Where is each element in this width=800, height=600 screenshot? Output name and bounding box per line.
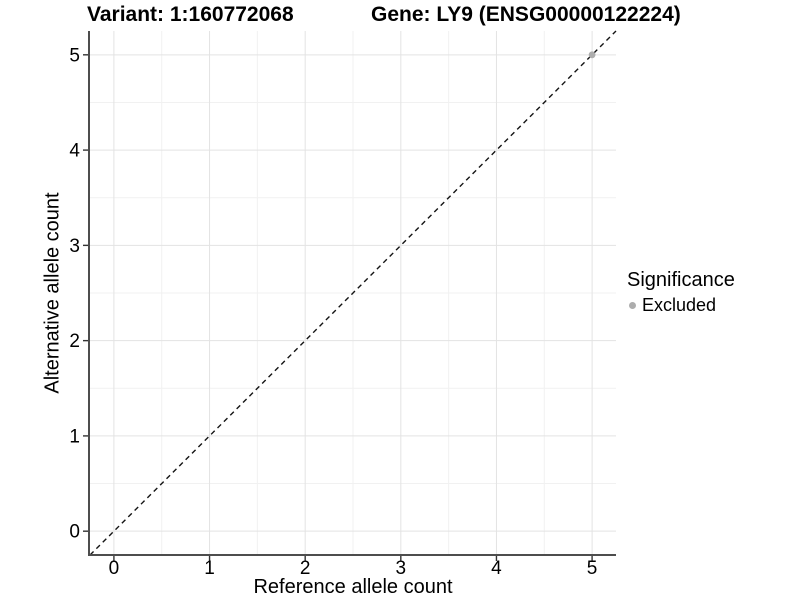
legend-item-label: Excluded [642,295,717,315]
x-tick-label: 5 [587,558,598,579]
x-tick-label: 4 [491,558,502,579]
legend-title: Significance [627,269,735,291]
y-tick-label: 4 [69,141,80,162]
y-tick-label: 5 [69,45,80,66]
plot-title-variant: Variant: 1:160772068 [87,3,294,26]
x-tick-label: 0 [109,558,120,579]
x-tick-label: 3 [396,558,407,579]
y-axis-title: Alternative allele count [41,192,64,394]
x-axis-title: Reference allele count [253,576,453,598]
legend: Significance Excluded [627,269,735,316]
y-tick-label: 2 [69,331,80,352]
x-tick-label: 1 [204,558,215,579]
legend-item-excluded: Excluded [629,295,735,316]
y-tick-label: 3 [69,236,80,257]
plot-title-gene: Gene: LY9 (ENSG00000122224) [371,3,681,26]
y-tick-label: 0 [69,522,80,543]
identity-reference-line [89,30,617,556]
x-tick-label: 2 [300,558,311,579]
data-point [588,51,596,59]
y-tick-label: 1 [69,426,80,447]
legend-marker-dot [629,302,636,309]
